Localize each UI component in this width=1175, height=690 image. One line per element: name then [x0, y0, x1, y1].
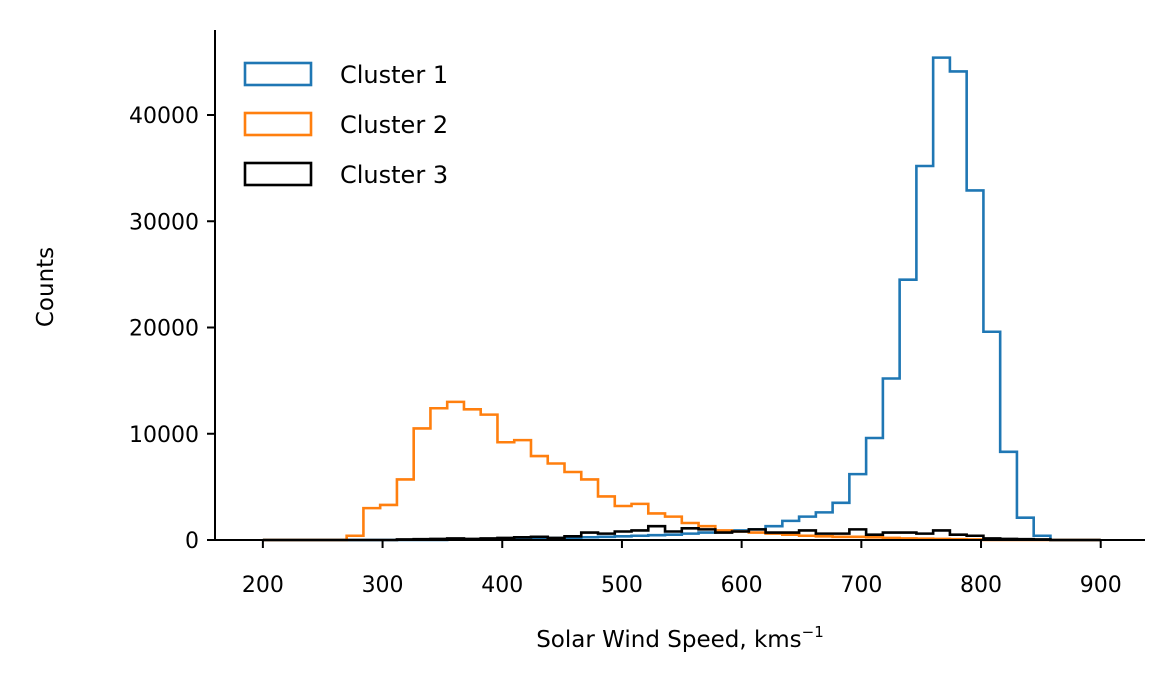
y-axis-label: Counts: [33, 247, 59, 327]
x-tick-label: 900: [1080, 573, 1122, 598]
legend-label-cluster-1: Cluster 1: [340, 61, 448, 89]
x-tick-label: 300: [362, 573, 404, 598]
y-tick-label: 0: [185, 529, 199, 554]
x-tick-label: 600: [721, 573, 763, 598]
legend-label-cluster-3: Cluster 3: [340, 161, 448, 189]
x-axis-label-superscript: −1: [802, 623, 824, 641]
y-tick-label: 30000: [129, 210, 199, 235]
x-axis-label-text: Solar Wind Speed, kms: [536, 627, 801, 653]
x-tick-label: 700: [840, 573, 882, 598]
series-line-cluster-2: [262, 400, 1101, 542]
legend: Cluster 1 Cluster 2 Cluster 3: [243, 61, 448, 189]
legend-swatch-cluster-2: [243, 111, 313, 137]
x-tick-label: 400: [481, 573, 523, 598]
y-tick-label: 10000: [129, 423, 199, 448]
x-axis-label: Solar Wind Speed, kms−1: [536, 623, 824, 653]
x-tick-label: 500: [601, 573, 643, 598]
x-tick-label: 200: [242, 573, 284, 598]
y-tick-label: 40000: [129, 104, 199, 129]
y-tick-label: 20000: [129, 317, 199, 342]
x-tick-label: 800: [960, 573, 1002, 598]
legend-swatch-cluster-3: [243, 161, 313, 187]
legend-swatch-cluster-1: [243, 61, 313, 87]
legend-label-cluster-2: Cluster 2: [340, 111, 448, 139]
axes: [214, 30, 1145, 541]
series-line-cluster-3: [262, 524, 1101, 542]
ticks: 200 300 400 500 600 700 800 900 0 10000 20000 30000…: [129, 104, 1122, 598]
